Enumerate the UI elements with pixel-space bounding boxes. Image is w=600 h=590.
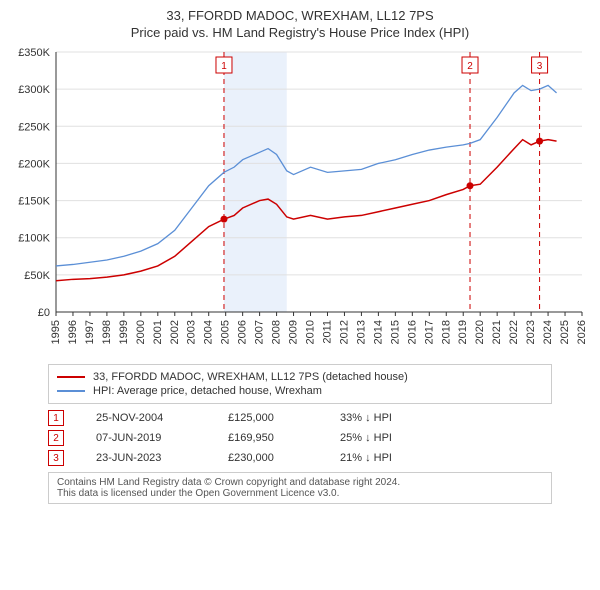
legend: 33, FFORDD MADOC, WREXHAM, LL12 7PS (det… — [48, 364, 552, 404]
svg-text:1997: 1997 — [84, 320, 96, 344]
svg-text:2: 2 — [467, 61, 473, 72]
footer-attribution: Contains HM Land Registry data © Crown c… — [48, 472, 552, 504]
svg-text:3: 3 — [537, 61, 543, 72]
svg-text:2026: 2026 — [576, 320, 588, 344]
svg-text:1996: 1996 — [67, 320, 79, 344]
sale-delta: 33% ↓ HPI — [340, 412, 420, 424]
svg-text:2000: 2000 — [135, 320, 147, 344]
svg-text:2014: 2014 — [372, 320, 384, 344]
svg-text:£0: £0 — [38, 307, 50, 319]
svg-text:2002: 2002 — [169, 320, 181, 344]
sale-marker-row: 2 07-JUN-2019 £169,950 25% ↓ HPI — [48, 430, 552, 446]
legend-label: HPI: Average price, detached house, Wrex… — [93, 385, 322, 397]
svg-text:2007: 2007 — [254, 320, 266, 344]
sale-price: £125,000 — [228, 412, 308, 424]
svg-text:£50K: £50K — [24, 270, 50, 282]
svg-text:1995: 1995 — [50, 320, 62, 344]
svg-text:2011: 2011 — [321, 320, 333, 344]
legend-swatch — [57, 390, 85, 392]
svg-text:1: 1 — [221, 61, 227, 72]
svg-text:2024: 2024 — [542, 320, 554, 344]
svg-text:2015: 2015 — [389, 320, 401, 344]
svg-text:2003: 2003 — [186, 320, 198, 344]
sale-price: £230,000 — [228, 452, 308, 464]
sale-price: £169,950 — [228, 432, 308, 444]
sale-date: 25-NOV-2004 — [96, 412, 196, 424]
sale-marker-table: 1 25-NOV-2004 £125,000 33% ↓ HPI 2 07-JUN-201… — [48, 410, 552, 466]
svg-text:£350K: £350K — [18, 47, 50, 59]
svg-text:2008: 2008 — [271, 320, 283, 344]
chart-container: £0 £50K £100K £150K £200K £250K £300K £350K 1995… — [8, 46, 592, 356]
svg-text:£300K: £300K — [18, 84, 50, 96]
svg-text:1999: 1999 — [118, 320, 130, 344]
svg-text:2017: 2017 — [423, 320, 435, 344]
sale-marker-row: 3 23-JUN-2023 £230,000 21% ↓ HPI — [48, 450, 552, 466]
legend-label: 33, FFORDD MADOC, WREXHAM, LL12 7PS (det… — [93, 371, 408, 383]
svg-text:£200K: £200K — [18, 158, 50, 170]
svg-text:2013: 2013 — [355, 320, 367, 344]
sale-delta: 21% ↓ HPI — [340, 452, 420, 464]
sale-marker-badge: 1 — [48, 410, 64, 426]
svg-text:2016: 2016 — [406, 320, 418, 344]
legend-swatch — [57, 376, 85, 378]
sale-marker-badge: 2 — [48, 430, 64, 446]
svg-text:2022: 2022 — [508, 320, 520, 344]
chart-header: 33, FFORDD MADOC, WREXHAM, LL12 7PS Pric… — [8, 8, 592, 40]
svg-text:2005: 2005 — [220, 320, 232, 344]
svg-text:2025: 2025 — [559, 320, 571, 344]
svg-text:2006: 2006 — [237, 320, 249, 344]
sale-delta: 25% ↓ HPI — [340, 432, 420, 444]
svg-text:£250K: £250K — [18, 121, 50, 133]
legend-row: HPI: Average price, detached house, Wrex… — [57, 385, 543, 397]
svg-text:2023: 2023 — [525, 320, 537, 344]
sale-marker-badge: 3 — [48, 450, 64, 466]
legend-row: 33, FFORDD MADOC, WREXHAM, LL12 7PS (det… — [57, 371, 543, 383]
price-chart: £0 £50K £100K £150K £200K £250K £300K £350K 1995… — [8, 46, 592, 356]
svg-text:2004: 2004 — [203, 320, 215, 344]
svg-text:1998: 1998 — [101, 320, 113, 344]
svg-text:2012: 2012 — [338, 320, 350, 344]
page-subtitle: Price paid vs. HM Land Registry's House … — [8, 25, 592, 40]
footer-line-2: This data is licensed under the Open Gov… — [57, 488, 543, 499]
sale-date: 23-JUN-2023 — [96, 452, 196, 464]
svg-text:2021: 2021 — [491, 320, 503, 344]
svg-text:2020: 2020 — [474, 320, 486, 344]
svg-text:2009: 2009 — [288, 320, 300, 344]
footer-line-1: Contains HM Land Registry data © Crown c… — [57, 477, 543, 488]
svg-text:2001: 2001 — [152, 320, 164, 344]
page-title: 33, FFORDD MADOC, WREXHAM, LL12 7PS — [8, 8, 592, 23]
sale-date: 07-JUN-2019 — [96, 432, 196, 444]
svg-text:£150K: £150K — [18, 196, 50, 208]
svg-text:2010: 2010 — [305, 320, 317, 344]
svg-text:2018: 2018 — [440, 320, 452, 344]
svg-text:2019: 2019 — [457, 320, 469, 344]
svg-text:£100K: £100K — [18, 233, 50, 245]
sale-marker-row: 1 25-NOV-2004 £125,000 33% ↓ HPI — [48, 410, 552, 426]
